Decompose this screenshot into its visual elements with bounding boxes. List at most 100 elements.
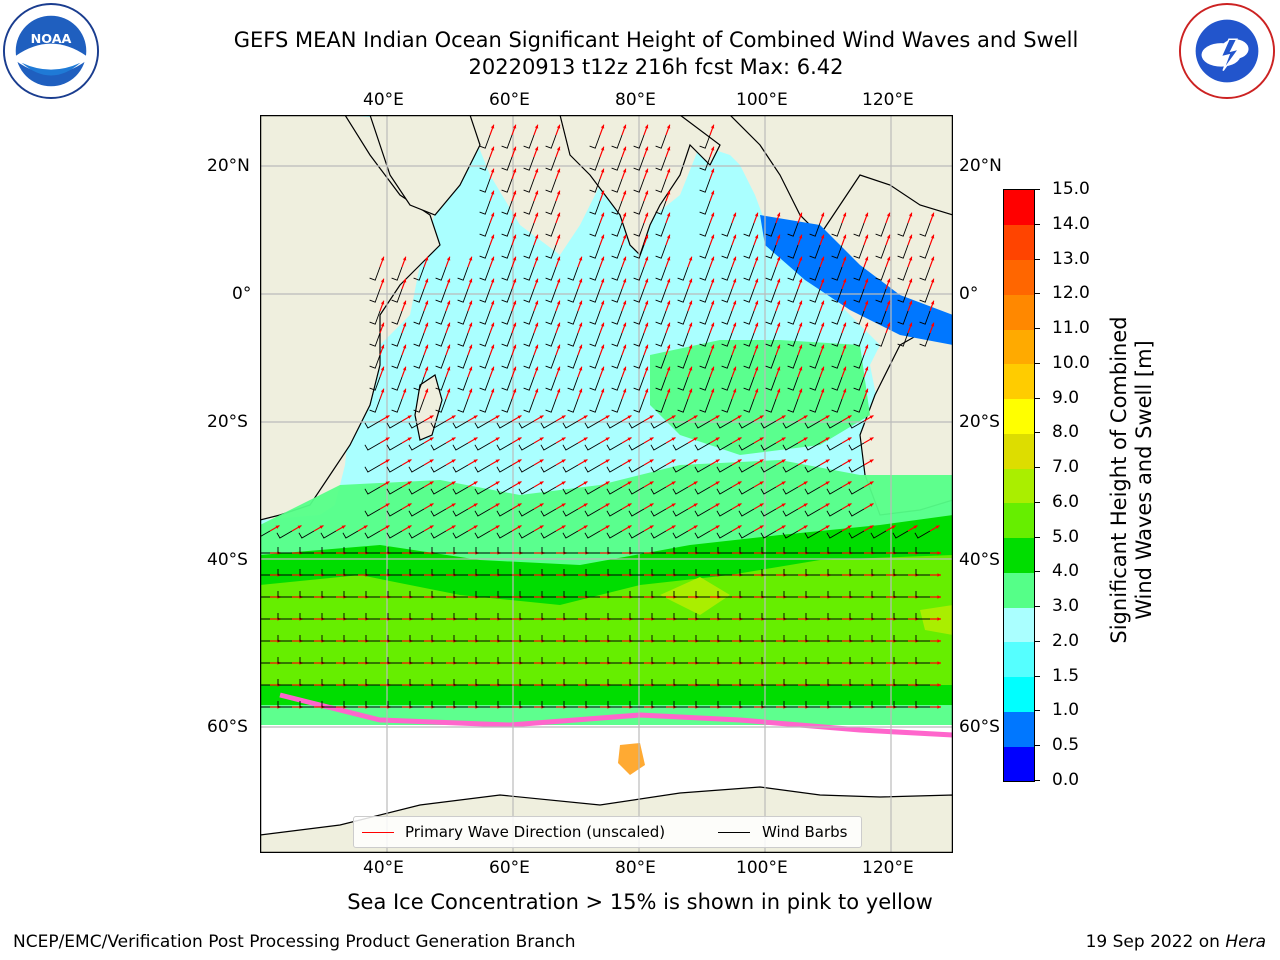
wind-barb <box>431 679 446 686</box>
wind-barb <box>717 679 732 686</box>
wind-barb <box>453 657 468 664</box>
wave-direction-arrowhead <box>495 503 500 507</box>
wind-barb <box>545 200 557 215</box>
wave-direction-arrowhead <box>451 415 456 419</box>
lat-tick-left-0: 0° <box>232 284 252 304</box>
wind-barb <box>629 635 644 642</box>
wave-direction-arrowhead <box>600 278 605 283</box>
wave-direction-arrowhead <box>622 388 627 393</box>
wind-barb <box>694 442 711 451</box>
wind-barb <box>655 398 667 413</box>
colorbar-label-line2: Wind Waves and Swell [m] <box>1132 340 1156 620</box>
wind-barb <box>589 134 601 149</box>
wind-barb <box>567 332 579 347</box>
wave-direction-arrowhead <box>468 300 473 305</box>
wind-barb <box>496 508 513 517</box>
wind-barb <box>871 635 886 642</box>
wave-direction-arrowhead <box>864 344 869 349</box>
wave-direction-arrowhead <box>605 437 610 441</box>
wind-barb <box>545 398 557 413</box>
wind-barb <box>431 701 446 708</box>
wind-barb <box>629 569 644 576</box>
wave-direction-arrowhead <box>869 459 874 463</box>
wave-direction-arrowhead <box>930 234 935 239</box>
wind-barb <box>391 310 403 325</box>
wind-barb <box>607 613 622 620</box>
colorbar-segment <box>1004 676 1034 712</box>
wave-direction-arrowhead <box>798 234 803 239</box>
wind-barb <box>479 134 491 149</box>
wind-barb <box>260 530 271 538</box>
wave-direction-arrowhead <box>644 234 649 239</box>
wind-barb <box>651 591 666 598</box>
wave-direction-arrowhead <box>798 256 803 261</box>
wind-barb <box>611 376 623 391</box>
lat-tick-right-60s: 60°S <box>959 717 1000 737</box>
wave-direction-arrowhead <box>842 212 847 217</box>
wave-direction-arrowhead <box>732 344 737 349</box>
wind-barb <box>321 679 336 686</box>
wind-barb <box>716 530 733 539</box>
wind-barb <box>343 657 358 664</box>
wave-direction-arrowhead <box>600 212 605 217</box>
wind-barb <box>523 200 535 215</box>
wind-barb <box>607 591 622 598</box>
lat-tick-left-20s: 20°S <box>207 412 248 432</box>
wind-barb <box>541 613 556 620</box>
wave-direction-arrowhead <box>710 168 715 173</box>
wind-barb <box>562 420 579 429</box>
wind-barb <box>765 398 777 413</box>
wind-barb <box>343 635 358 642</box>
wind-barb <box>721 332 733 347</box>
wave-direction-arrowhead <box>864 278 869 283</box>
wave-direction-arrowhead <box>693 503 698 507</box>
wave-direction-arrowhead <box>886 212 891 217</box>
wind-barb <box>391 354 403 369</box>
wind-barb <box>365 569 380 576</box>
wind-barb <box>563 547 578 554</box>
wind-barb <box>408 442 425 451</box>
wind-barb <box>523 244 535 259</box>
wind-barb <box>677 398 689 413</box>
wind-barb <box>321 657 336 664</box>
wind-barb <box>365 679 380 686</box>
wind-barb <box>875 244 887 259</box>
wave-direction-arrowhead <box>468 344 473 349</box>
wave-direction-arrowhead <box>649 415 654 419</box>
wind-barbs <box>260 134 931 708</box>
wave-direction-arrowhead <box>517 437 522 441</box>
wind-barb <box>563 657 578 664</box>
wave-direction-arrowhead <box>561 437 566 441</box>
wind-barb <box>321 547 336 554</box>
wind-barb <box>633 134 645 149</box>
wind-barb <box>673 635 688 642</box>
wave-direction-arrowhead <box>666 256 671 261</box>
wind-barb <box>585 569 600 576</box>
wave-direction-arrowhead <box>627 503 632 507</box>
colorbar-tick-label: 10.0 <box>1052 352 1090 373</box>
credit-left: NCEP/EMC/Verification Post Processing Pr… <box>13 932 576 952</box>
wind-barb <box>831 332 843 347</box>
wind-barb <box>871 591 886 598</box>
wave-direction-arrowhead <box>600 344 605 349</box>
wind-barb <box>408 508 425 517</box>
wave-direction-arrowhead <box>864 322 869 327</box>
wave-direction-arrowhead <box>737 415 742 419</box>
wind-barb <box>915 569 930 576</box>
wave-direction-arrowhead <box>446 300 451 305</box>
wind-barb <box>897 244 909 259</box>
wave-direction-arrowhead <box>622 212 627 217</box>
wind-barb <box>391 376 403 391</box>
wave-direction-arrowhead <box>402 322 407 327</box>
wind-barb <box>607 547 622 554</box>
wind-barb <box>589 398 601 413</box>
wave-direction-arrowhead <box>385 503 390 507</box>
wind-barb <box>276 530 293 539</box>
colorbar-tick-mark <box>1034 293 1040 295</box>
colorbar-tick-mark <box>1034 571 1040 573</box>
wind-barb <box>809 288 821 303</box>
wave-direction-arrowhead <box>512 366 517 371</box>
wind-barb <box>738 420 755 429</box>
wind-barb <box>299 701 314 708</box>
wind-barb <box>567 354 579 369</box>
